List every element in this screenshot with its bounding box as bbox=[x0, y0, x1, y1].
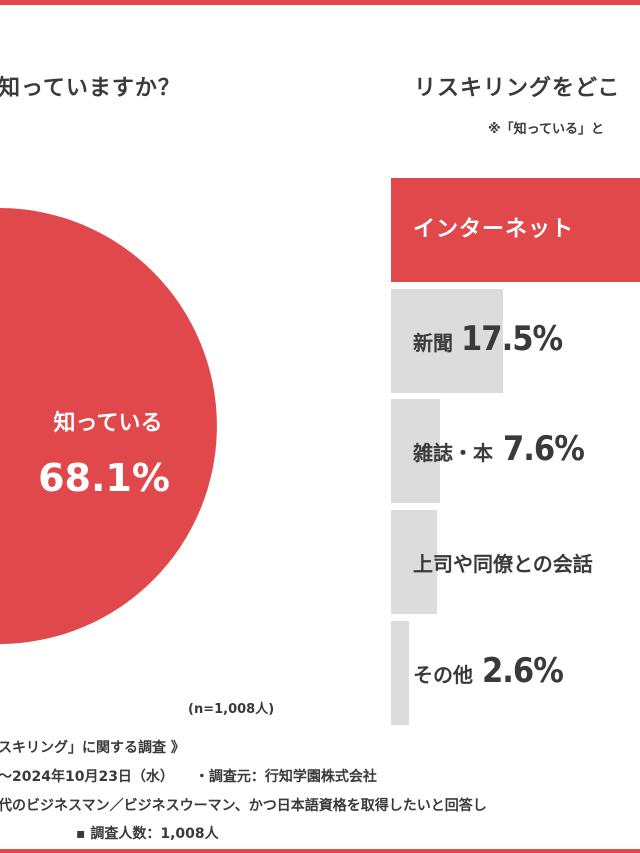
bar-mark bbox=[391, 621, 409, 725]
pie-slice-value: 68.1% bbox=[38, 456, 170, 500]
bar-row: 上司や同僚との会話 bbox=[391, 510, 640, 614]
bottom-accent-bar bbox=[0, 849, 640, 853]
bar-category-label: その他 bbox=[413, 663, 473, 687]
footer-survey-count: ▪ 調査人数：1,008人 bbox=[76, 826, 219, 842]
bar-category-label: 雑誌・本 bbox=[413, 441, 493, 465]
bar-mark bbox=[391, 178, 640, 282]
bar-value-label: 17.5% bbox=[461, 319, 563, 359]
bar-category-label: 新聞 bbox=[413, 331, 453, 355]
bar-row: インターネット bbox=[391, 178, 640, 282]
bar-row: 雑誌・本 7.6% bbox=[391, 399, 640, 503]
bar-mark bbox=[391, 399, 440, 503]
right-question-title: リスキリングをどこ bbox=[414, 76, 621, 101]
bar-value-label: 7.6% bbox=[503, 429, 585, 469]
footer-survey-period: 〜2024年10月23日（水） ・調査元：行知学園株式会社 bbox=[0, 769, 377, 785]
bar-row: 新聞 17.5% bbox=[391, 289, 640, 393]
bar-mark bbox=[391, 289, 503, 393]
left-question-title: 知っていますか？ bbox=[0, 76, 181, 101]
sample-size-note: (n=1,008人) bbox=[188, 702, 275, 717]
right-note: ※「知っている」と bbox=[488, 122, 604, 137]
bar-category-label: 上司や同僚との会話 bbox=[413, 552, 593, 576]
bar-category-label: インターネット bbox=[413, 217, 575, 242]
footer-survey-title: スキリング」に関する調査 》 bbox=[0, 740, 185, 756]
footer-survey-target: 代のビジネスマン／ビジネスウーマン、かつ日本語資格を取得したいと回答し bbox=[0, 798, 487, 814]
top-accent-bar bbox=[0, 0, 640, 5]
bar-row: その他 2.6% bbox=[391, 621, 640, 725]
pie-slice-label: 知っている bbox=[54, 410, 163, 436]
bar-mark bbox=[391, 510, 437, 614]
bar-value-label: 2.6% bbox=[482, 651, 564, 691]
pie-slice-know bbox=[0, 208, 217, 644]
